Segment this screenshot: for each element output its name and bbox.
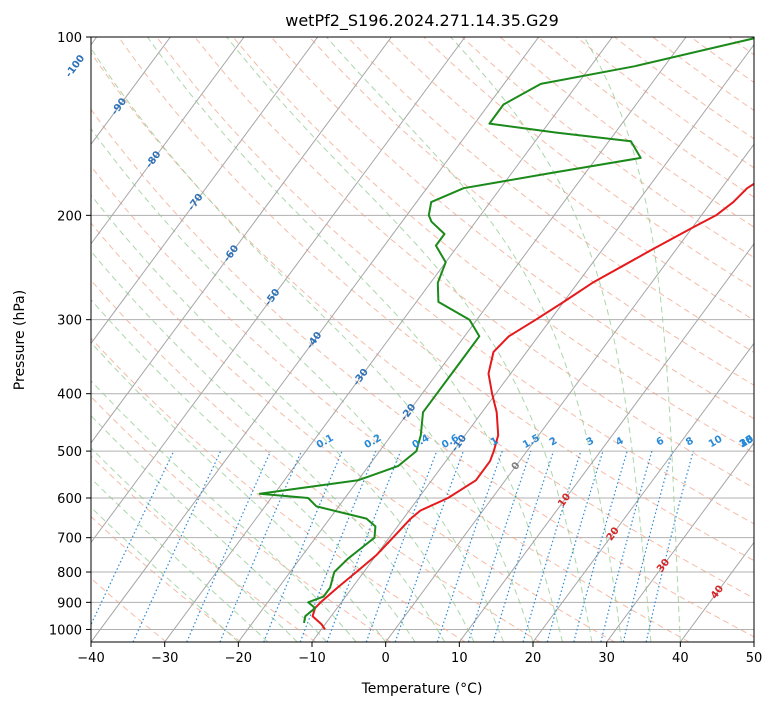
isotherm-line bbox=[91, 37, 171, 146]
dry-adiabat-line bbox=[91, 51, 754, 599]
x-axis: −40 −30 −20 −10 0 10 20 30 40 50 bbox=[77, 642, 762, 666]
dry-adiabat-line bbox=[91, 577, 167, 642]
y-tick-label: 800 bbox=[57, 566, 82, 581]
x-axis-label: Temperature (°C) bbox=[361, 681, 483, 697]
dry-adiabat-line bbox=[91, 222, 615, 642]
sounding-profiles bbox=[258, 37, 754, 630]
y-tick-label: 600 bbox=[57, 492, 82, 507]
dry-adiabat-line bbox=[232, 37, 754, 454]
isotherm-line bbox=[458, 242, 754, 642]
y-tick-label: 700 bbox=[57, 532, 82, 547]
moist-adiabat-line bbox=[147, 37, 563, 642]
mixing-ratio-line bbox=[436, 450, 503, 642]
mixing-ratio-line bbox=[573, 450, 628, 642]
isotherm-line bbox=[532, 342, 754, 642]
x-tick-label: −40 bbox=[77, 651, 104, 666]
moist-adiabat-line bbox=[91, 341, 387, 642]
moist-adiabat-line bbox=[450, 37, 652, 642]
x-tick-label: −30 bbox=[151, 651, 178, 666]
y-tick-label: 200 bbox=[57, 209, 82, 224]
moist-adiabats bbox=[91, 37, 681, 642]
dry-adiabat-line bbox=[91, 337, 466, 642]
chart-title: wetPf2_S196.2024.271.14.35.G29 bbox=[285, 11, 559, 31]
isotherms bbox=[91, 37, 754, 642]
isotherm-line bbox=[164, 37, 613, 642]
y-tick-label: 400 bbox=[57, 388, 82, 403]
x-tick-label: 40 bbox=[672, 651, 689, 666]
y-tick-label: 300 bbox=[57, 314, 82, 329]
mixing-ratio-label: 3 bbox=[585, 435, 597, 448]
x-tick-label: 20 bbox=[525, 651, 542, 666]
mixing-ratio-line bbox=[263, 450, 343, 642]
x-tick-label: −20 bbox=[225, 651, 252, 666]
dry-adiabat-line bbox=[767, 37, 775, 642]
moist-adiabat-line bbox=[226, 37, 593, 642]
plot-area bbox=[91, 37, 754, 642]
y-tick-label: 100 bbox=[57, 31, 82, 46]
x-tick-label: 50 bbox=[746, 651, 763, 666]
dry-adiabat-line bbox=[270, 37, 754, 420]
y-tick-label: 1000 bbox=[49, 623, 82, 638]
mixing-ratio-label: 4 bbox=[614, 435, 626, 448]
mixing-ratio-line bbox=[546, 450, 604, 642]
dry-adiabat-line bbox=[91, 165, 690, 642]
isotherm-line bbox=[91, 37, 466, 544]
isotherm-line bbox=[91, 37, 245, 245]
y-axis-label: Pressure (hPa) bbox=[12, 290, 28, 390]
mixing-ratio-line bbox=[299, 450, 377, 642]
temperature-profile-line bbox=[311, 182, 754, 630]
x-tick-label: 10 bbox=[451, 651, 468, 666]
mixing-ratio-label: 8 bbox=[684, 435, 696, 448]
mixing-ratio-line bbox=[600, 450, 653, 642]
mixing-ratio-line bbox=[622, 450, 673, 642]
moist-adiabat-line bbox=[326, 37, 622, 642]
mixing-ratio-label: 2 bbox=[548, 435, 560, 448]
isotherm-line bbox=[385, 143, 754, 642]
moist-adiabat-line bbox=[91, 127, 504, 642]
mixing-ratio-label: 6 bbox=[655, 435, 667, 448]
x-tick-label: 30 bbox=[598, 651, 615, 666]
mixing-ratio-line bbox=[326, 450, 402, 642]
dry-adiabat-line bbox=[423, 37, 754, 290]
mixing-ratio-label: 1 bbox=[489, 435, 501, 448]
moist-adiabat-line bbox=[91, 414, 328, 642]
isotherm-line bbox=[91, 37, 540, 642]
plot-frame bbox=[90, 36, 755, 643]
moist-adiabat-line bbox=[91, 380, 357, 642]
y-axis: 100 200 300 400 500 600 700 800 900 1000 bbox=[49, 31, 91, 638]
isotherm-line bbox=[311, 43, 754, 642]
mixing-ratio-lines bbox=[91, 450, 694, 642]
mixing-ratio-line bbox=[365, 450, 438, 642]
x-tick-label: 0 bbox=[382, 651, 390, 666]
moist-adiabat-line bbox=[583, 37, 681, 642]
dry-adiabat-line bbox=[91, 395, 391, 642]
mixing-ratio-line bbox=[219, 450, 303, 642]
mixing-ratio-line bbox=[394, 450, 464, 642]
isotherm-line bbox=[91, 37, 319, 345]
y-tick-label: 500 bbox=[57, 445, 82, 460]
x-tick-label: −10 bbox=[298, 651, 325, 666]
mixing-ratio-line bbox=[492, 450, 555, 642]
dry-adiabat-line bbox=[308, 37, 754, 386]
mixing-ratio-line bbox=[186, 450, 272, 642]
y-tick-label: 900 bbox=[57, 596, 82, 611]
dewpoint-profile-line bbox=[258, 37, 754, 624]
dry-adiabat-line bbox=[91, 455, 316, 642]
isotherm-line bbox=[237, 37, 687, 642]
mixing-ratio-line bbox=[467, 450, 532, 642]
isotherm-line bbox=[606, 442, 754, 642]
isotherm-line bbox=[91, 37, 392, 444]
mixing-ratio-line bbox=[645, 450, 694, 642]
mixing-ratio-line bbox=[522, 450, 582, 642]
isotherm-label: -100 bbox=[64, 53, 88, 80]
isotherm-line bbox=[753, 641, 754, 642]
moist-adiabat-line bbox=[91, 47, 534, 642]
